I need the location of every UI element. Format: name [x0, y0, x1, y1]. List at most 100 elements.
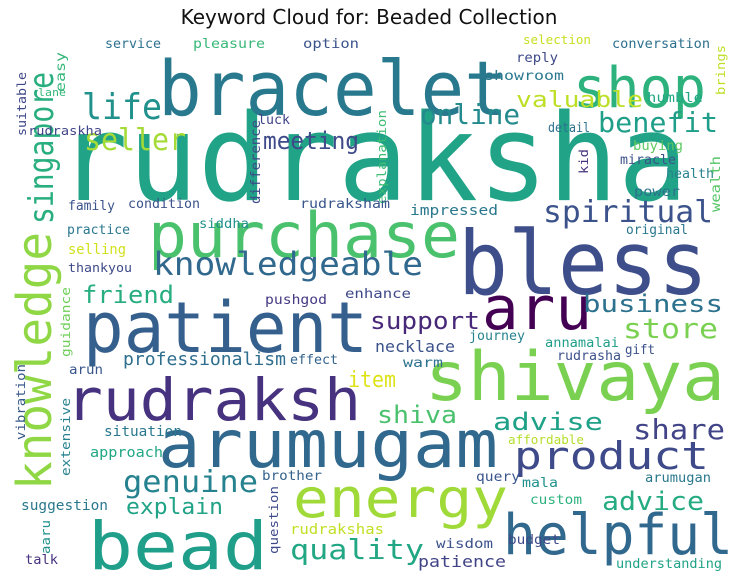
cloud-word-shiva: shiva: [377, 401, 457, 429]
cloud-word-bless: bless: [458, 212, 708, 315]
cloud-word-reply: reply: [516, 51, 558, 66]
cloud-word-query: query: [476, 470, 520, 485]
cloud-word-difference: difference: [249, 120, 264, 204]
cloud-word-online: online: [420, 98, 520, 131]
cloud-word-luck: luck: [258, 113, 290, 128]
cloud-word-rudraksham: rudraksham: [300, 197, 390, 212]
cloud-word-extensive: extensive: [59, 398, 73, 476]
cloud-word-quality: quality: [290, 533, 424, 566]
cloud-word-annamalai: annamalai: [545, 336, 619, 351]
cloud-word-original: original: [626, 223, 688, 238]
cloud-word-custom: custom: [530, 493, 582, 508]
cloud-word-budget: budget: [508, 533, 560, 548]
cloud-word-arumugan: arumugan: [645, 471, 711, 486]
cloud-word-gift: gift: [625, 343, 655, 358]
cloud-word-power: power: [634, 185, 680, 200]
cloud-word-professionalism: professionalism: [123, 349, 286, 370]
cloud-word-rudrasha: rudrasha: [557, 349, 621, 364]
cloud-word-buying: buying: [633, 139, 683, 154]
cloud-word-question: question: [267, 486, 281, 554]
cloud-word-rudrakshas: rudrakshas: [290, 522, 384, 538]
cloud-word-arumugam: arumugam: [158, 406, 498, 483]
cloud-word-knowledge: knowledge: [8, 232, 63, 490]
cloud-word-arun: arun: [69, 363, 103, 378]
cloud-word-rudraskha: rudraskha: [28, 124, 102, 138]
cloud-word-suggestion: suggestion: [21, 498, 108, 514]
cloud-word-meeting: meeting: [263, 127, 359, 155]
cloud-word-genuine: genuine: [123, 465, 258, 500]
cloud-word-understanding: understanding: [616, 557, 722, 572]
cloud-word-seller: seller: [84, 123, 186, 158]
cloud-word-brother: brother: [262, 469, 322, 484]
cloud-word-singapore: singapore: [22, 72, 62, 224]
cloud-word-impressed: impressed: [410, 203, 498, 219]
cloud-word-knowledgeable: knowledgeable: [153, 245, 423, 283]
cloud-word-showroom: showroom: [484, 69, 564, 84]
cloud-word-family: family: [68, 199, 115, 214]
cloud-word-product: product: [514, 434, 709, 478]
cloud-word-siddha: siddha: [199, 217, 249, 232]
cloud-word-service: service: [105, 37, 161, 52]
cloud-word-situation: situation: [104, 424, 182, 440]
cloud-word-easy: easy: [54, 52, 69, 92]
cloud-word-store: store: [623, 312, 718, 345]
cloud-word-rudraksha: rudraksha: [58, 90, 688, 229]
cloud-word-support: support: [370, 307, 480, 335]
cloud-word-lane: lane: [38, 86, 66, 99]
cloud-word-condition: condition: [128, 197, 200, 212]
cloud-word-suitable: suitable: [15, 72, 29, 136]
cloud-word-benefit: benefit: [598, 106, 718, 139]
cloud-word-selection: selection: [523, 33, 591, 47]
cloud-word-health: health: [666, 167, 714, 182]
cloud-word-talk: talk: [25, 553, 58, 568]
cloud-word-aaru: aaru: [39, 520, 53, 554]
cloud-word-thankyou: thankyou: [68, 261, 132, 275]
cloud-word-bracelet: bracelet: [158, 44, 508, 133]
cloud-word-wealth: wealth: [709, 156, 724, 212]
cloud-word-kid: kid: [577, 149, 591, 174]
cloud-word-guidance: guidance: [59, 287, 73, 357]
cloud-word-necklace: necklace: [375, 337, 455, 356]
cloud-word-pushgod: pushgod: [265, 293, 327, 308]
cloud-word-selling: selling: [68, 242, 126, 258]
cloud-word-journey: journey: [469, 329, 525, 344]
cloud-word-advice: advice: [602, 487, 704, 517]
cloud-word-business: business: [583, 290, 723, 318]
cloud-word-friend: friend: [82, 281, 174, 309]
figure-title: Keyword Cloud for: Beaded Collection: [180, 5, 558, 29]
cloud-word-spiritual: spiritual: [543, 195, 713, 230]
cloud-word-valuable: valuable: [516, 88, 643, 113]
cloud-word-effect: effect: [290, 353, 338, 368]
cloud-word-vibration: vibration: [14, 364, 28, 440]
cloud-word-humble: humble: [647, 91, 703, 106]
cloud-word-explanation: explanation: [375, 110, 389, 204]
cloud-word-practice: practice: [67, 223, 130, 238]
cloud-word-aru: aru: [482, 274, 592, 344]
cloud-word-miracle: miracle: [620, 153, 676, 168]
cloud-word-life: life: [82, 87, 162, 128]
cloud-word-affordable: affordable: [508, 433, 584, 447]
cloud-word-energy: energy: [293, 467, 508, 530]
cloud-word-item: item: [348, 368, 396, 393]
cloud-word-option: option: [303, 37, 359, 52]
word-cloud: rudraksha bracelet shop life seller meeting on…: [8, 32, 728, 578]
cloud-word-bead: bead: [88, 508, 268, 578]
cloud-word-pleasure: pleasure: [193, 37, 265, 52]
cloud-word-rudraksh: rudraksh: [66, 366, 361, 434]
cloud-word-enhance: enhance: [345, 287, 411, 302]
cloud-word-approach: approach: [90, 445, 163, 461]
cloud-word-warm: warm: [403, 356, 443, 371]
cloud-word-shivaya: shivaya: [425, 338, 725, 417]
cloud-word-shop: shop: [573, 56, 706, 121]
cloud-word-mala: mala: [522, 476, 558, 491]
cloud-word-patient: patient: [83, 287, 368, 369]
cloud-word-helpful: helpful: [503, 503, 728, 568]
cloud-word-explain: explain: [126, 495, 223, 520]
cloud-word-patience: patience: [418, 552, 506, 571]
cloud-word-purchase: purchase: [148, 199, 460, 272]
cloud-word-brings: brings: [714, 45, 728, 95]
cloud-word-wisdom: wisdom: [436, 537, 493, 552]
cloud-word-share: share: [633, 413, 725, 446]
cloud-word-advise: advise: [493, 408, 603, 436]
